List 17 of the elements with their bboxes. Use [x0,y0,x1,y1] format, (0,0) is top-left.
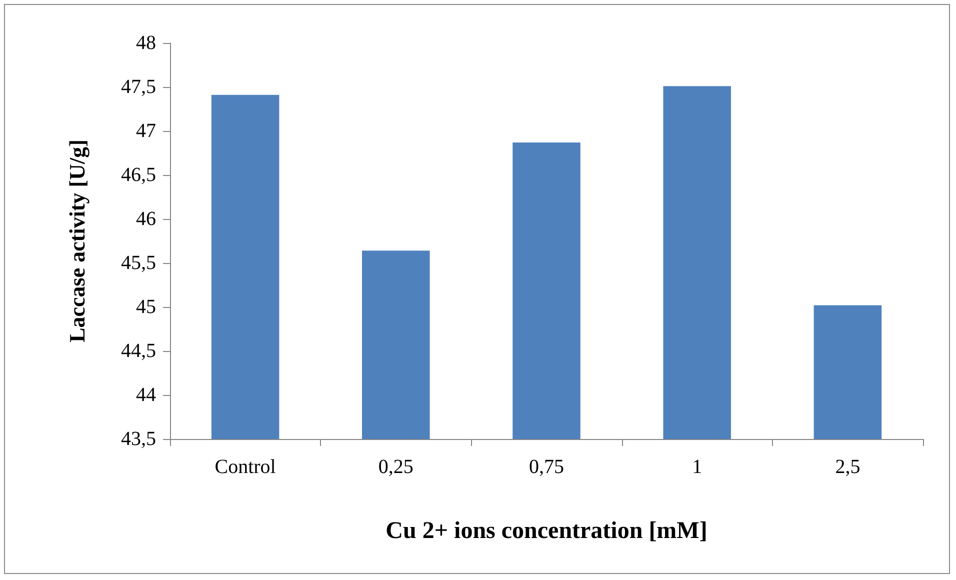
x-tick-label: Control [214,456,276,478]
y-tick-label: 47 [136,120,156,142]
x-tick-label: 0,25 [378,456,414,478]
y-tick-label: 48 [136,32,156,54]
y-tick-label: 43,5 [121,428,156,450]
y-tick-label: 46,5 [121,164,156,186]
y-tick-label: 47,5 [121,76,156,98]
y-tick-label: 45 [136,296,156,318]
x-axis-title: Cu 2+ ions concentration [mM] [386,518,708,544]
x-tick-label: 0,75 [529,456,564,478]
y-tick-label: 44,5 [121,340,156,362]
y-tick-label: 45,5 [121,252,156,274]
y-axis-title: Laccase activity [U/g] [64,140,90,342]
y-tick-label: 46 [136,208,156,230]
x-tick-label: 1 [692,456,702,478]
y-tick-label: 44 [136,384,156,406]
x-tick-label: 2,5 [835,456,860,478]
